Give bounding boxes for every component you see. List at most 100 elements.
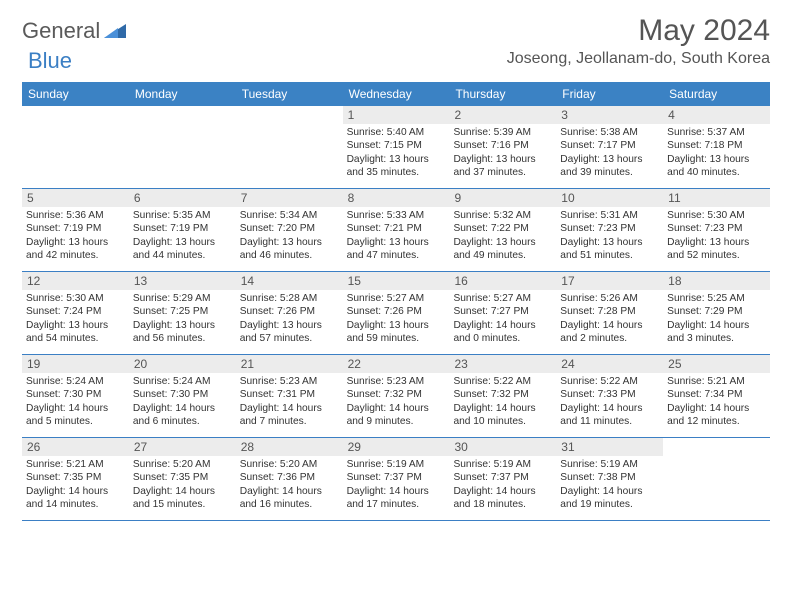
sunset-text: Sunset: 7:15 PM: [347, 139, 446, 152]
day-info: Sunrise: 5:24 AMSunset: 7:30 PMDaylight:…: [129, 373, 236, 432]
day-info: Sunrise: 5:25 AMSunset: 7:29 PMDaylight:…: [663, 290, 770, 349]
day-cell: 12Sunrise: 5:30 AMSunset: 7:24 PMDayligh…: [22, 272, 129, 354]
sunrise-text: Sunrise: 5:26 AM: [560, 292, 659, 305]
day-cell: 28Sunrise: 5:20 AMSunset: 7:36 PMDayligh…: [236, 438, 343, 520]
calendar: SundayMondayTuesdayWednesdayThursdayFrid…: [22, 82, 770, 521]
day-info: Sunrise: 5:35 AMSunset: 7:19 PMDaylight:…: [129, 207, 236, 266]
sunrise-text: Sunrise: 5:21 AM: [26, 458, 125, 471]
week-row: 19Sunrise: 5:24 AMSunset: 7:30 PMDayligh…: [22, 355, 770, 438]
day-number: 27: [129, 438, 236, 456]
daylight-text: Daylight: 13 hours and 59 minutes.: [347, 319, 446, 346]
daylight-text: Daylight: 14 hours and 3 minutes.: [667, 319, 766, 346]
sunset-text: Sunset: 7:27 PM: [453, 305, 552, 318]
day-info: Sunrise: 5:19 AMSunset: 7:37 PMDaylight:…: [449, 456, 556, 515]
day-cell: 7Sunrise: 5:34 AMSunset: 7:20 PMDaylight…: [236, 189, 343, 271]
sunset-text: Sunset: 7:38 PM: [560, 471, 659, 484]
day-header: Tuesday: [236, 82, 343, 106]
sunset-text: Sunset: 7:37 PM: [453, 471, 552, 484]
day-number: 28: [236, 438, 343, 456]
sunrise-text: Sunrise: 5:19 AM: [560, 458, 659, 471]
daylight-text: Daylight: 13 hours and 46 minutes.: [240, 236, 339, 263]
sunset-text: Sunset: 7:33 PM: [560, 388, 659, 401]
sunset-text: Sunset: 7:26 PM: [347, 305, 446, 318]
daylight-text: Daylight: 13 hours and 57 minutes.: [240, 319, 339, 346]
sunset-text: Sunset: 7:26 PM: [240, 305, 339, 318]
day-cell: 18Sunrise: 5:25 AMSunset: 7:29 PMDayligh…: [663, 272, 770, 354]
day-number: 22: [343, 355, 450, 373]
day-number: 6: [129, 189, 236, 207]
sunset-text: Sunset: 7:16 PM: [453, 139, 552, 152]
day-info: Sunrise: 5:30 AMSunset: 7:23 PMDaylight:…: [663, 207, 770, 266]
daylight-text: Daylight: 14 hours and 11 minutes.: [560, 402, 659, 429]
daylight-text: Daylight: 13 hours and 44 minutes.: [133, 236, 232, 263]
day-info: Sunrise: 5:27 AMSunset: 7:27 PMDaylight:…: [449, 290, 556, 349]
day-cell: 19Sunrise: 5:24 AMSunset: 7:30 PMDayligh…: [22, 355, 129, 437]
sunset-text: Sunset: 7:29 PM: [667, 305, 766, 318]
day-info: Sunrise: 5:29 AMSunset: 7:25 PMDaylight:…: [129, 290, 236, 349]
day-cell: 6Sunrise: 5:35 AMSunset: 7:19 PMDaylight…: [129, 189, 236, 271]
daylight-text: Daylight: 13 hours and 35 minutes.: [347, 153, 446, 180]
sunrise-text: Sunrise: 5:36 AM: [26, 209, 125, 222]
day-info: Sunrise: 5:22 AMSunset: 7:32 PMDaylight:…: [449, 373, 556, 432]
day-number: 10: [556, 189, 663, 207]
day-cell: 26Sunrise: 5:21 AMSunset: 7:35 PMDayligh…: [22, 438, 129, 520]
sunrise-text: Sunrise: 5:19 AM: [347, 458, 446, 471]
day-info: Sunrise: 5:22 AMSunset: 7:33 PMDaylight:…: [556, 373, 663, 432]
day-number: 3: [556, 106, 663, 124]
sunset-text: Sunset: 7:22 PM: [453, 222, 552, 235]
sunset-text: Sunset: 7:18 PM: [667, 139, 766, 152]
sunrise-text: Sunrise: 5:40 AM: [347, 126, 446, 139]
sunrise-text: Sunrise: 5:39 AM: [453, 126, 552, 139]
day-cell: 5Sunrise: 5:36 AMSunset: 7:19 PMDaylight…: [22, 189, 129, 271]
day-info: Sunrise: 5:27 AMSunset: 7:26 PMDaylight:…: [343, 290, 450, 349]
day-cell: [22, 106, 129, 188]
sunrise-text: Sunrise: 5:27 AM: [347, 292, 446, 305]
day-cell: 9Sunrise: 5:32 AMSunset: 7:22 PMDaylight…: [449, 189, 556, 271]
sunrise-text: Sunrise: 5:33 AM: [347, 209, 446, 222]
sunrise-text: Sunrise: 5:38 AM: [560, 126, 659, 139]
sunset-text: Sunset: 7:36 PM: [240, 471, 339, 484]
sunset-text: Sunset: 7:32 PM: [453, 388, 552, 401]
day-info: Sunrise: 5:20 AMSunset: 7:36 PMDaylight:…: [236, 456, 343, 515]
sunrise-text: Sunrise: 5:23 AM: [240, 375, 339, 388]
sunrise-text: Sunrise: 5:30 AM: [667, 209, 766, 222]
day-info: Sunrise: 5:33 AMSunset: 7:21 PMDaylight:…: [343, 207, 450, 266]
daylight-text: Daylight: 13 hours and 37 minutes.: [453, 153, 552, 180]
daylight-text: Daylight: 13 hours and 47 minutes.: [347, 236, 446, 263]
sunset-text: Sunset: 7:28 PM: [560, 305, 659, 318]
month-title: May 2024: [507, 14, 770, 48]
logo-triangle-icon: [104, 22, 126, 43]
day-info: Sunrise: 5:28 AMSunset: 7:26 PMDaylight:…: [236, 290, 343, 349]
day-cell: 30Sunrise: 5:19 AMSunset: 7:37 PMDayligh…: [449, 438, 556, 520]
sunset-text: Sunset: 7:23 PM: [560, 222, 659, 235]
day-info: Sunrise: 5:23 AMSunset: 7:31 PMDaylight:…: [236, 373, 343, 432]
day-info: Sunrise: 5:39 AMSunset: 7:16 PMDaylight:…: [449, 124, 556, 183]
day-header: Friday: [556, 82, 663, 106]
day-number: 16: [449, 272, 556, 290]
day-number: 19: [22, 355, 129, 373]
day-info: Sunrise: 5:26 AMSunset: 7:28 PMDaylight:…: [556, 290, 663, 349]
sunset-text: Sunset: 7:31 PM: [240, 388, 339, 401]
day-number: 26: [22, 438, 129, 456]
day-number: 14: [236, 272, 343, 290]
day-cell: 25Sunrise: 5:21 AMSunset: 7:34 PMDayligh…: [663, 355, 770, 437]
daylight-text: Daylight: 13 hours and 52 minutes.: [667, 236, 766, 263]
sunrise-text: Sunrise: 5:20 AM: [240, 458, 339, 471]
day-cell: [129, 106, 236, 188]
sunset-text: Sunset: 7:19 PM: [133, 222, 232, 235]
sunrise-text: Sunrise: 5:21 AM: [667, 375, 766, 388]
day-cell: [236, 106, 343, 188]
day-number: 23: [449, 355, 556, 373]
day-header: Wednesday: [343, 82, 450, 106]
sunset-text: Sunset: 7:30 PM: [26, 388, 125, 401]
day-cell: 3Sunrise: 5:38 AMSunset: 7:17 PMDaylight…: [556, 106, 663, 188]
logo: General: [22, 18, 128, 44]
daylight-text: Daylight: 14 hours and 17 minutes.: [347, 485, 446, 512]
daylight-text: Daylight: 14 hours and 9 minutes.: [347, 402, 446, 429]
day-cell: 24Sunrise: 5:22 AMSunset: 7:33 PMDayligh…: [556, 355, 663, 437]
day-cell: 21Sunrise: 5:23 AMSunset: 7:31 PMDayligh…: [236, 355, 343, 437]
daylight-text: Daylight: 14 hours and 15 minutes.: [133, 485, 232, 512]
week-row: 26Sunrise: 5:21 AMSunset: 7:35 PMDayligh…: [22, 438, 770, 521]
sunrise-text: Sunrise: 5:29 AM: [133, 292, 232, 305]
day-number: 7: [236, 189, 343, 207]
